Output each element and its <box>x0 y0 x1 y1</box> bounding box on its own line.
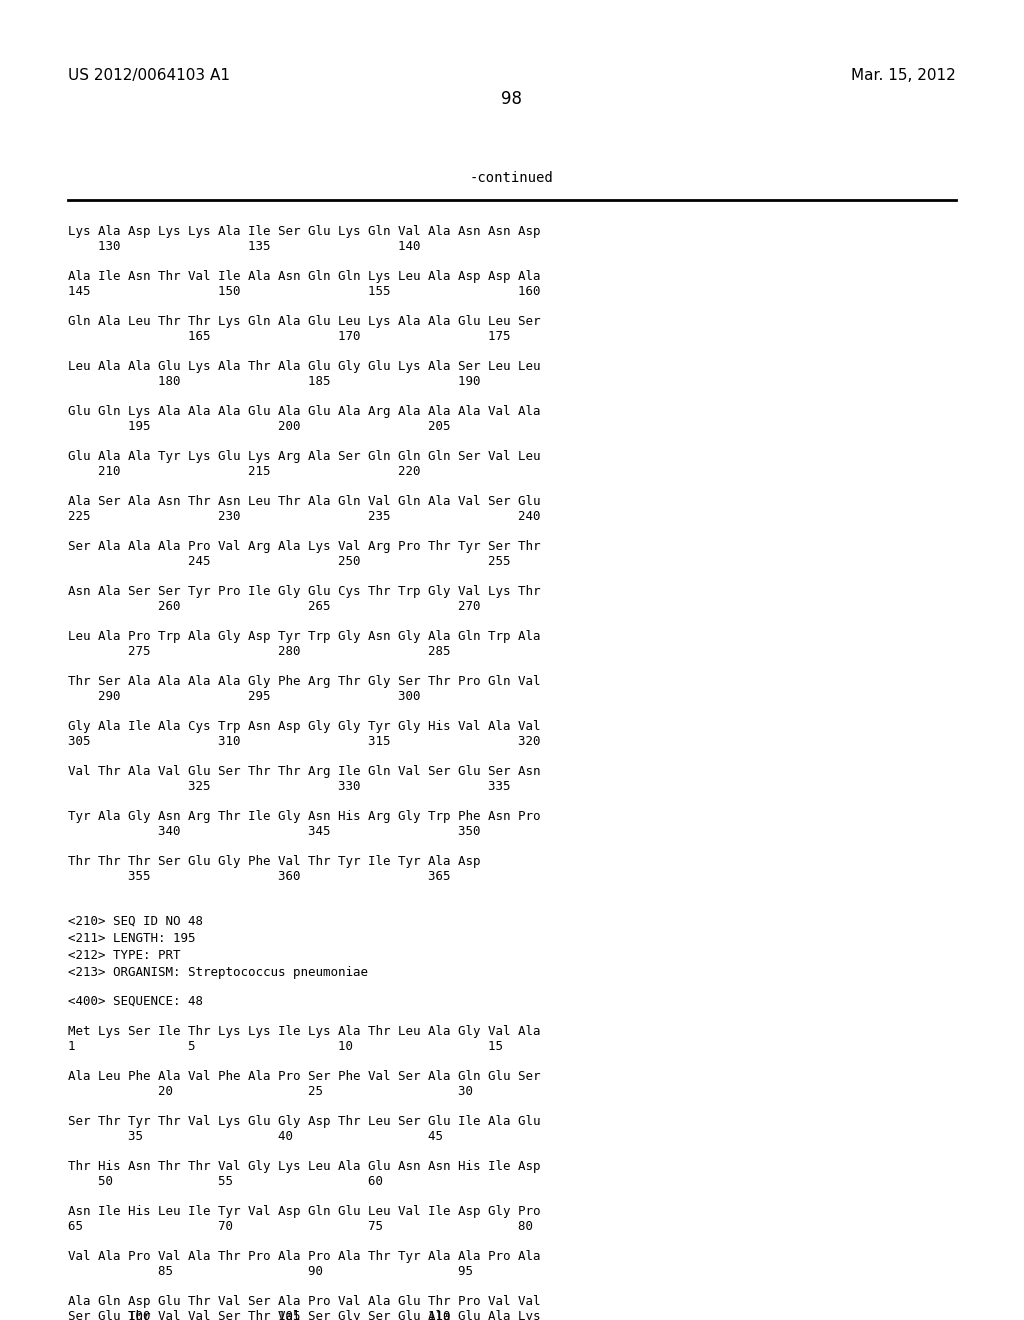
Text: Val Ala Pro Val Ala Thr Pro Ala Pro Ala Thr Tyr Ala Ala Pro Ala: Val Ala Pro Val Ala Thr Pro Ala Pro Ala … <box>68 1250 541 1263</box>
Text: Ala Gln Asp Glu Thr Val Ser Ala Pro Val Ala Glu Thr Pro Val Val: Ala Gln Asp Glu Thr Val Ser Ala Pro Val … <box>68 1295 541 1308</box>
Text: Gly Ala Ile Ala Cys Trp Asn Asp Gly Gly Tyr Gly His Val Ala Val: Gly Ala Ile Ala Cys Trp Asn Asp Gly Gly … <box>68 719 541 733</box>
Text: 195                 200                 205: 195 200 205 <box>68 420 451 433</box>
Text: Met Lys Ser Ile Thr Lys Lys Ile Lys Ala Thr Leu Ala Gly Val Ala: Met Lys Ser Ile Thr Lys Lys Ile Lys Ala … <box>68 1026 541 1038</box>
Text: Ser Thr Tyr Thr Val Lys Glu Gly Asp Thr Leu Ser Glu Ile Ala Glu: Ser Thr Tyr Thr Val Lys Glu Gly Asp Thr … <box>68 1115 541 1129</box>
Text: 180                 185                 190: 180 185 190 <box>68 375 480 388</box>
Text: 50              55                  60: 50 55 60 <box>68 1175 383 1188</box>
Text: Ala Ser Ala Asn Thr Asn Leu Thr Ala Gln Val Gln Ala Val Ser Glu: Ala Ser Ala Asn Thr Asn Leu Thr Ala Gln … <box>68 495 541 508</box>
Text: Leu Ala Ala Glu Lys Ala Thr Ala Glu Gly Glu Lys Ala Ser Leu Leu: Leu Ala Ala Glu Lys Ala Thr Ala Glu Gly … <box>68 360 541 374</box>
Text: -continued: -continued <box>470 172 554 185</box>
Text: Ser Glu Thr Val Val Ser Thr Val Ser Gly Ser Glu Ala Glu Ala Lys: Ser Glu Thr Val Val Ser Thr Val Ser Gly … <box>68 1309 541 1320</box>
Text: Thr Thr Thr Ser Glu Gly Phe Val Thr Tyr Ile Tyr Ala Asp: Thr Thr Thr Ser Glu Gly Phe Val Thr Tyr … <box>68 855 480 869</box>
Text: 340                 345                 350: 340 345 350 <box>68 825 480 838</box>
Text: Lys Ala Asp Lys Lys Ala Ile Ser Glu Lys Gln Val Ala Asn Asn Asp: Lys Ala Asp Lys Lys Ala Ile Ser Glu Lys … <box>68 224 541 238</box>
Text: <400> SEQUENCE: 48: <400> SEQUENCE: 48 <box>68 995 203 1008</box>
Text: 35                  40                  45: 35 40 45 <box>68 1130 443 1143</box>
Text: Mar. 15, 2012: Mar. 15, 2012 <box>851 69 956 83</box>
Text: <211> LENGTH: 195: <211> LENGTH: 195 <box>68 932 196 945</box>
Text: Asn Ile His Leu Ile Tyr Val Asp Gln Glu Leu Val Ile Asp Gly Pro: Asn Ile His Leu Ile Tyr Val Asp Gln Glu … <box>68 1205 541 1218</box>
Text: Ser Ala Ala Ala Pro Val Arg Ala Lys Val Arg Pro Thr Tyr Ser Thr: Ser Ala Ala Ala Pro Val Arg Ala Lys Val … <box>68 540 541 553</box>
Text: 305                 310                 315                 320: 305 310 315 320 <box>68 735 541 748</box>
Text: 325                 330                 335: 325 330 335 <box>68 780 511 793</box>
Text: 210                 215                 220: 210 215 220 <box>68 465 421 478</box>
Text: Val Thr Ala Val Glu Ser Thr Thr Arg Ile Gln Val Ser Glu Ser Asn: Val Thr Ala Val Glu Ser Thr Thr Arg Ile … <box>68 766 541 777</box>
Text: 225                 230                 235                 240: 225 230 235 240 <box>68 510 541 523</box>
Text: Glu Ala Ala Tyr Lys Glu Lys Arg Ala Ser Gln Gln Gln Ser Val Leu: Glu Ala Ala Tyr Lys Glu Lys Arg Ala Ser … <box>68 450 541 463</box>
Text: Ala Leu Phe Ala Val Phe Ala Pro Ser Phe Val Ser Ala Gln Glu Ser: Ala Leu Phe Ala Val Phe Ala Pro Ser Phe … <box>68 1071 541 1082</box>
Text: 130                 135                 140: 130 135 140 <box>68 240 421 253</box>
Text: US 2012/0064103 A1: US 2012/0064103 A1 <box>68 69 230 83</box>
Text: <210> SEQ ID NO 48: <210> SEQ ID NO 48 <box>68 915 203 928</box>
Text: 260                 265                 270: 260 265 270 <box>68 601 480 612</box>
Text: 165                 170                 175: 165 170 175 <box>68 330 511 343</box>
Text: Tyr Ala Gly Asn Arg Thr Ile Gly Asn His Arg Gly Trp Phe Asn Pro: Tyr Ala Gly Asn Arg Thr Ile Gly Asn His … <box>68 810 541 822</box>
Text: 275                 280                 285: 275 280 285 <box>68 645 451 657</box>
Text: 98: 98 <box>502 90 522 108</box>
Text: Thr Ser Ala Ala Ala Ala Gly Phe Arg Thr Gly Ser Thr Pro Gln Val: Thr Ser Ala Ala Ala Ala Gly Phe Arg Thr … <box>68 675 541 688</box>
Text: 65                  70                  75                  80: 65 70 75 80 <box>68 1220 534 1233</box>
Text: Leu Ala Pro Trp Ala Gly Asp Tyr Trp Gly Asn Gly Ala Gln Trp Ala: Leu Ala Pro Trp Ala Gly Asp Tyr Trp Gly … <box>68 630 541 643</box>
Text: 20                  25                  30: 20 25 30 <box>68 1085 473 1098</box>
Text: 100                 105                 110: 100 105 110 <box>68 1309 451 1320</box>
Text: Asn Ala Ser Ser Tyr Pro Ile Gly Glu Cys Thr Trp Gly Val Lys Thr: Asn Ala Ser Ser Tyr Pro Ile Gly Glu Cys … <box>68 585 541 598</box>
Text: 1               5                   10                  15: 1 5 10 15 <box>68 1040 503 1053</box>
Text: Thr His Asn Thr Thr Val Gly Lys Leu Ala Glu Asn Asn His Ile Asp: Thr His Asn Thr Thr Val Gly Lys Leu Ala … <box>68 1160 541 1173</box>
Text: 85                  90                  95: 85 90 95 <box>68 1265 473 1278</box>
Text: <212> TYPE: PRT: <212> TYPE: PRT <box>68 949 180 962</box>
Text: Ala Ile Asn Thr Val Ile Ala Asn Gln Gln Lys Leu Ala Asp Asp Ala: Ala Ile Asn Thr Val Ile Ala Asn Gln Gln … <box>68 271 541 282</box>
Text: 145                 150                 155                 160: 145 150 155 160 <box>68 285 541 298</box>
Text: 355                 360                 365: 355 360 365 <box>68 870 451 883</box>
Text: Glu Gln Lys Ala Ala Ala Glu Ala Glu Ala Arg Ala Ala Ala Val Ala: Glu Gln Lys Ala Ala Ala Glu Ala Glu Ala … <box>68 405 541 418</box>
Text: <213> ORGANISM: Streptococcus pneumoniae: <213> ORGANISM: Streptococcus pneumoniae <box>68 966 368 979</box>
Text: 245                 250                 255: 245 250 255 <box>68 554 511 568</box>
Text: 290                 295                 300: 290 295 300 <box>68 690 421 704</box>
Text: Gln Ala Leu Thr Thr Lys Gln Ala Glu Leu Lys Ala Ala Glu Leu Ser: Gln Ala Leu Thr Thr Lys Gln Ala Glu Leu … <box>68 315 541 327</box>
